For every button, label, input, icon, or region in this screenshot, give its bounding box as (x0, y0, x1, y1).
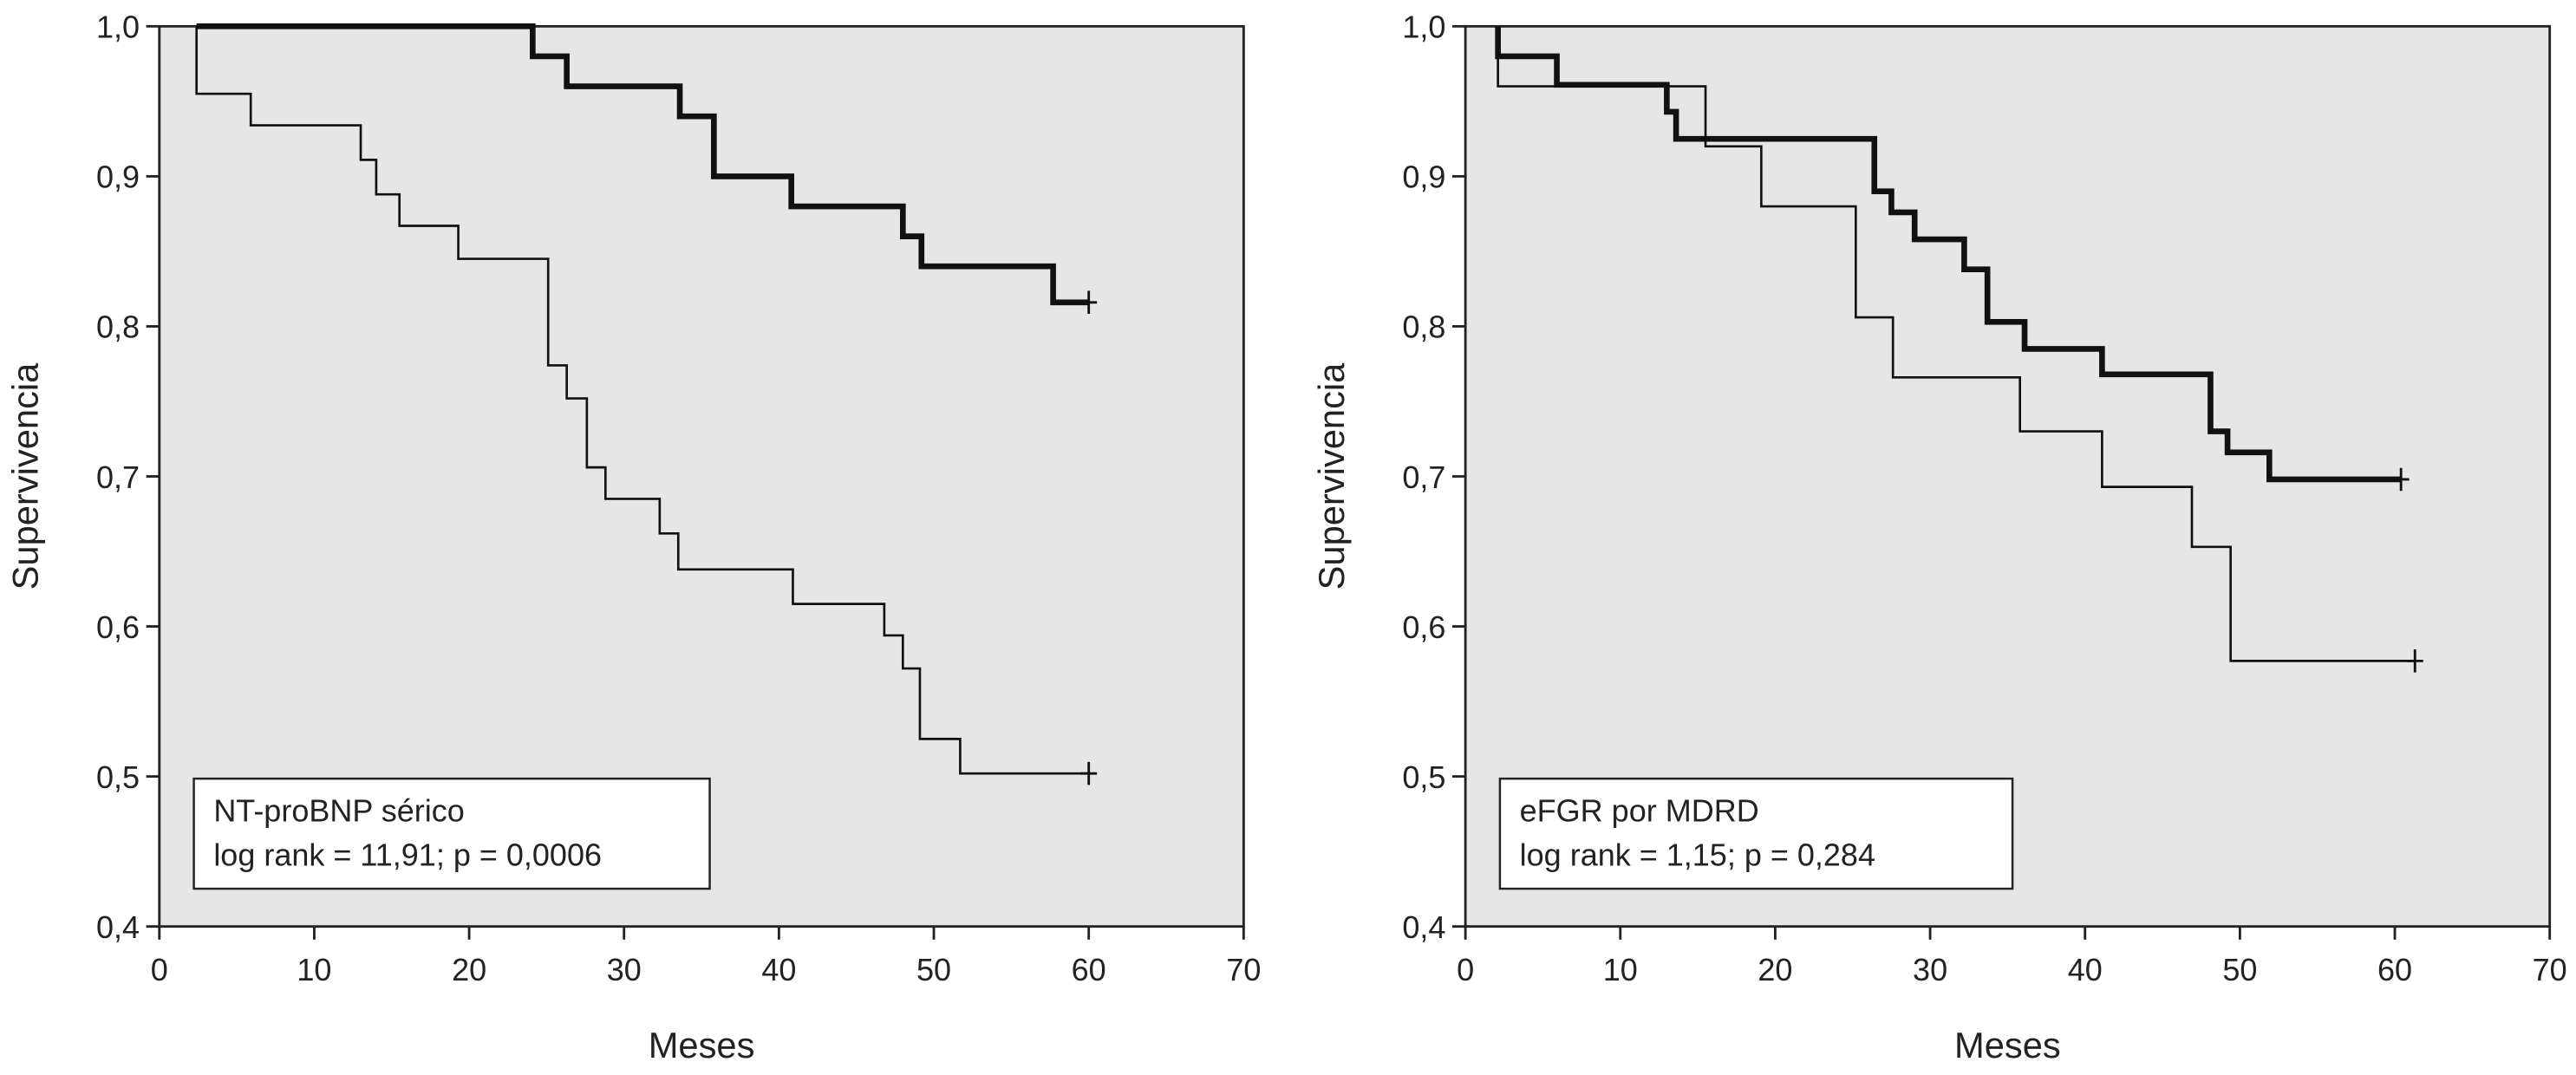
x-tick-label: 10 (1603, 952, 1638, 987)
y-tick-label: 0,6 (1402, 609, 1445, 645)
x-tick-label: 70 (1226, 952, 1261, 987)
x-tick-label: 20 (1758, 952, 1792, 987)
censor-mark (2406, 649, 2423, 673)
annotation-box (192, 777, 711, 890)
y-tick-label: 0,9 (96, 160, 140, 195)
censor-mark (1080, 761, 1098, 785)
y-tick-label: 1,0 (96, 10, 140, 45)
survival-curve (1497, 26, 2416, 662)
y-tick-label: 0,5 (96, 759, 140, 795)
annotation: eFGR por MDRD (1520, 792, 1759, 828)
y-tick-label: 0,8 (1402, 309, 1445, 345)
y-tick-label: 0,9 (1402, 160, 1445, 195)
annotation: log rank = 11,91; p = 0,0006 (213, 837, 602, 873)
y-axis-label: Supervivencia (1311, 362, 1352, 590)
x-axis-label: Meses (1954, 1025, 2061, 1065)
x-tick-label: 50 (2222, 952, 2257, 987)
x-tick-label: 40 (2068, 952, 2103, 987)
x-tick-label: 0 (1457, 952, 1474, 987)
x-tick-label: 10 (297, 952, 331, 987)
survival-curve (195, 26, 1089, 775)
x-tick-label: 60 (2377, 952, 2412, 987)
x-tick-label: 30 (607, 952, 642, 987)
y-tick-label: 1,0 (1402, 10, 1445, 45)
x-tick-label: 40 (761, 952, 796, 987)
survival-curve (196, 23, 1089, 306)
y-tick-label: 0,4 (96, 909, 140, 945)
y-tick-label: 0,4 (1402, 909, 1445, 945)
y-tick-label: 0,7 (96, 459, 140, 495)
x-tick-label: 60 (1072, 952, 1106, 987)
annotation: NT-proBNP sérico (213, 792, 464, 828)
censor-mark (2392, 467, 2410, 492)
annotation-box (1498, 777, 2014, 890)
x-tick-label: 0 (151, 952, 168, 987)
x-axis-label: Meses (649, 1025, 755, 1065)
survival-curve (1495, 26, 2402, 483)
x-tick-label: 30 (1913, 952, 1947, 987)
y-tick-label: 0,6 (96, 609, 140, 645)
plot-area (1464, 24, 2552, 928)
y-tick-label: 0,5 (1402, 759, 1445, 795)
y-tick-label: 0,7 (1402, 459, 1445, 495)
annotation: log rank = 1,15; p = 0,284 (1520, 837, 1875, 873)
x-tick-label: 50 (916, 952, 951, 987)
y-tick-label: 0,8 (96, 309, 140, 345)
x-tick-label: 70 (2533, 952, 2567, 987)
x-tick-label: 20 (452, 952, 486, 987)
y-axis-label: Supervivencia (5, 362, 46, 590)
censor-mark (1080, 290, 1098, 315)
plot-area (158, 24, 1245, 928)
